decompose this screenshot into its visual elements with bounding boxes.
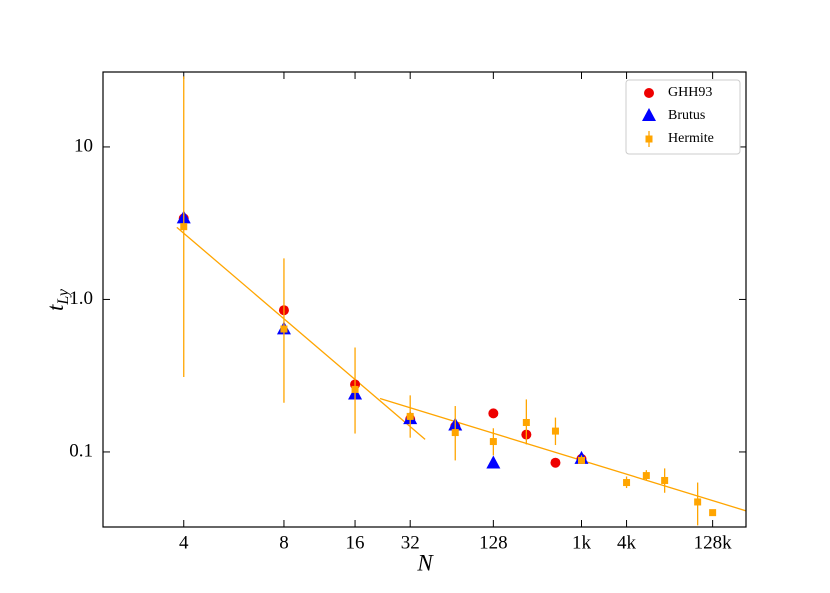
legend-marker [645,135,653,143]
legend-label: Brutus [668,108,705,123]
x-tick-label: 8 [279,532,289,553]
x-axis-label: N [416,550,434,575]
y-tick-label: 0.1 [69,440,93,461]
x-tick-label: 16 [346,532,365,553]
point [522,418,530,426]
x-tick-label: 128k [694,532,733,553]
y-axis-label: tLy [43,288,71,311]
y-tick-label: 1.0 [69,288,93,309]
point [694,498,702,506]
y-tick-label: 10 [74,135,93,156]
plot-frame [102,71,747,528]
point [623,479,631,487]
x-tick-label: 1k [572,532,592,553]
point [406,412,414,420]
legend-label: Hermite [668,131,714,146]
point [280,325,288,333]
point [551,427,559,435]
x-tick-label: 128 [479,532,508,553]
point [488,408,499,419]
fit-line [176,226,426,440]
point [180,223,188,231]
x-tick-label: 32 [401,532,420,553]
point [486,455,501,469]
point [709,509,717,517]
point [451,429,459,437]
point [577,456,585,464]
legend-marker [642,108,656,121]
legend-label: GHH93 [668,85,712,100]
legend-marker [644,88,654,98]
point [351,385,359,393]
point [489,438,497,446]
legend-box [625,79,741,155]
legend: GHH93 Brutus Hermite [625,79,741,155]
y-label-sub: Ly [55,288,72,305]
y-label-main: t [43,304,68,311]
point [550,457,561,468]
fit-line [379,397,746,512]
x-tick-label: 4k [617,532,637,553]
point [642,472,650,480]
x-tick-label: 4 [179,532,189,553]
point [661,476,669,484]
